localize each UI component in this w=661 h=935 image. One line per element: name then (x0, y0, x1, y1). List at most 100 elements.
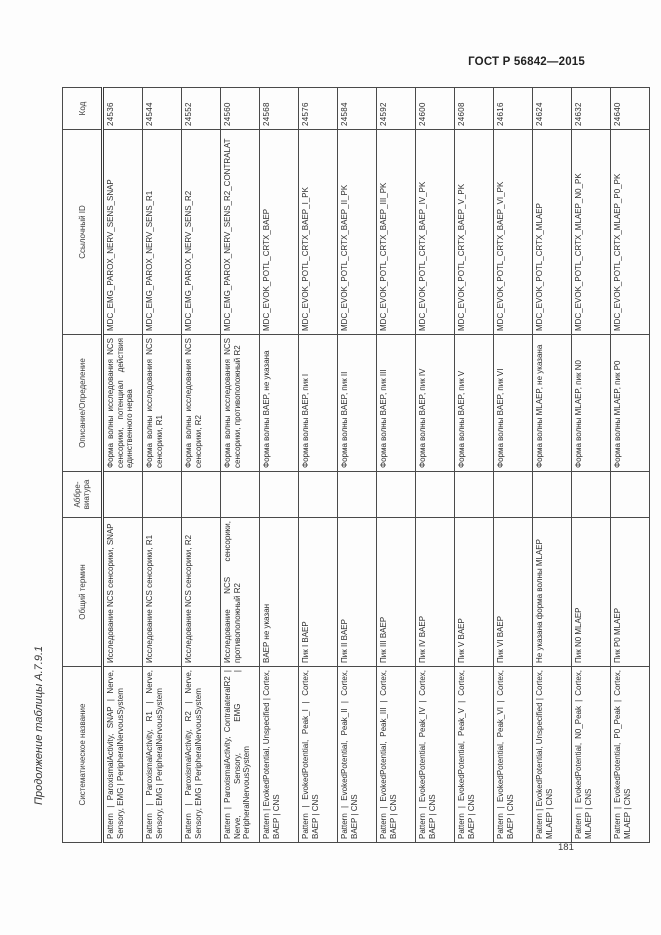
abbreviation-cell (337, 471, 377, 518)
systematic-name-cell: Pattern | EvokedPotential, Peak_III | Co… (376, 666, 416, 843)
standard-reference: ГОСТ Р 56842—2015 (468, 56, 585, 68)
abbreviation-cell (181, 471, 221, 518)
systematic-name-cell: Pattern | EvokedPotential, Peak_V | Cort… (454, 666, 494, 843)
general-term-cell: Пик VI BAEP (493, 517, 533, 667)
general-term-cell: Пик I BAEP (298, 517, 338, 667)
abbreviation-cell (376, 471, 416, 518)
column-header-systematic-name: Систематическое название (62, 666, 103, 843)
table-caption-text: Продолжение таблицы А.7.9.1 (33, 645, 45, 805)
reference-id-cell: MDC_EMG_PAROX_NERV_SENS_SNAP (102, 129, 143, 335)
reference-id-cell: MDC_EVOK_POTL_CRTX_BAEP_V_PK (454, 129, 494, 335)
description-cell: Форма волны BAEP, пик VI (493, 334, 533, 472)
systematic-name-cell: Pattern | EvokedPotential, Unspecified |… (532, 666, 572, 843)
code-cell: 24632 (571, 87, 611, 130)
general-term-cell: Не указана форма волны MLAEP (532, 517, 572, 667)
systematic-name-cell: Pattern | EvokedPotential, Peak_I | Cort… (298, 666, 338, 843)
table-row: Pattern | ParoxismalActivity, R2 | Nerve… (181, 87, 221, 843)
general-term-cell: Исследование NCS сенсорики, R2 (181, 517, 221, 667)
code-cell: 24544 (142, 87, 182, 130)
column-header-code: Код (62, 87, 103, 130)
systematic-name-cell: Pattern | ParoxismalActivity, R2 | Nerve… (181, 666, 221, 843)
general-term-cell: BAEP не указан (259, 517, 299, 667)
table-row: Pattern | EvokedPotential, Peak_III | Co… (376, 87, 416, 843)
reference-id-cell: MDC_EMG_PAROX_NERV_SENS_R2 (181, 129, 221, 335)
code-cell: 24568 (259, 87, 299, 130)
table-row: Pattern | EvokedPotential, P0_Peak | Cor… (610, 87, 650, 843)
code-cell: 24592 (376, 87, 416, 130)
systematic-name-cell: Pattern | EvokedPotential, N0_Peak | Cor… (571, 666, 611, 843)
abbreviation-cell (220, 471, 260, 518)
code-cell: 24608 (454, 87, 494, 130)
general-term-cell: Пик IV BAEP (415, 517, 455, 667)
table-row: Pattern | EvokedPotential, Peak_IV | Cor… (415, 87, 455, 843)
abbreviation-cell (493, 471, 533, 518)
table-row: Pattern | ParoxismalActivity, R1 | Nerve… (142, 87, 182, 843)
description-cell: Форма волны MLAEP, пик N0 (571, 334, 611, 472)
description-cell: Форма волны исследования NCS сенсорики, … (142, 334, 182, 472)
abbreviation-cell (102, 471, 143, 518)
code-cell: 24640 (610, 87, 650, 130)
general-term-cell: Исследование NCS сенсорики, R1 (142, 517, 182, 667)
abbreviation-cell (454, 471, 494, 518)
description-cell: Форма волны BAEP, пик I (298, 334, 338, 472)
code-cell: 24624 (532, 87, 572, 130)
reference-id-cell: MDC_EVOK_POTL_CRTX_BAEP_III_PK (376, 129, 416, 335)
systematic-name-cell: Pattern | ParoxismalActivity, Contralate… (220, 666, 260, 843)
reference-id-cell: MDC_EVOK_POTL_CRTX_BAEP_II_PK (337, 129, 377, 335)
reference-id-cell: MDC_EMG_PAROX_NERV_SENS_R2_CONTRALAT (220, 129, 260, 335)
page-number: 181 (558, 842, 574, 853)
abbreviation-cell (571, 471, 611, 518)
systematic-name-cell: Pattern | EvokedPotential, Unspecified |… (259, 666, 299, 843)
code-cell: 24536 (102, 87, 143, 130)
table-row: Pattern | EvokedPotential, Peak_V | Cort… (454, 87, 494, 843)
reference-id-cell: MDC_EVOK_POTL_CRTX_BAEP_I_PK (298, 129, 338, 335)
general-term-cell: Пик N0 MLAEP (571, 517, 611, 667)
table-row: Pattern | EvokedPotential, Peak_VI | Cor… (493, 87, 533, 843)
description-cell: Форма волны BAEP, не указана (259, 334, 299, 472)
abbreviation-cell (259, 471, 299, 518)
abbreviation-cell (142, 471, 182, 518)
code-cell: 24560 (220, 87, 260, 130)
description-cell: Форма волны BAEP, пик II (337, 334, 377, 472)
table-row: Pattern | ParoxismalActivity, SNAP | Ner… (102, 87, 143, 843)
systematic-name-cell: Pattern | ParoxismalActivity, SNAP | Ner… (102, 666, 143, 843)
systematic-name-cell: Pattern | ParoxismalActivity, R1 | Nerve… (142, 666, 182, 843)
code-cell: 24616 (493, 87, 533, 130)
column-header-general-term: Общий термин (62, 517, 103, 667)
description-cell: Форма волны исследования NCS сенсорики, … (220, 334, 260, 472)
reference-id-cell: MDC_EMG_PAROX_NERV_SENS_R1 (142, 129, 182, 335)
reference-id-cell: MDC_EVOK_POTL_CRTX_BAEP (259, 129, 299, 335)
systematic-name-cell: Pattern | EvokedPotential, Peak_IV | Cor… (415, 666, 455, 843)
reference-id-cell: MDC_EVOK_POTL_CRTX_BAEP_IV_PK (415, 129, 455, 335)
code-cell: 24600 (415, 87, 455, 130)
table-row: Pattern | EvokedPotential, Peak_II | Cor… (337, 87, 377, 843)
code-cell: 24584 (337, 87, 377, 130)
code-cell: 24552 (181, 87, 221, 130)
general-term-cell: Исследование NCS сенсорики, противополож… (220, 517, 260, 667)
general-term-cell: Пик II BAEP (337, 517, 377, 667)
description-cell: Форма волны BAEP, пик V (454, 334, 494, 472)
code-cell: 24576 (298, 87, 338, 130)
description-cell: Форма волны исследования NCS сенсорики, … (181, 334, 221, 472)
general-term-cell: Пик P0 MLAEP (610, 517, 650, 667)
table-row: Pattern | ParoxismalActivity, Contralate… (220, 87, 260, 843)
description-cell: Форма волны исследования NCS сенсорики, … (102, 334, 143, 472)
systematic-name-cell: Pattern | EvokedPotential, Peak_VI | Cor… (493, 666, 533, 843)
general-term-cell: Исследование NCS сенсорики, SNAP (102, 517, 143, 667)
column-header-abbreviation: Аббре-виатура (62, 471, 103, 518)
table-caption: Продолжение таблицы А.7.9.1 (33, 560, 55, 805)
table-row: Pattern | EvokedPotential, Peak_I | Cort… (298, 87, 338, 843)
description-cell: Форма волны MLAEP, не указана (532, 334, 572, 472)
description-cell: Форма волны MLAEP, пик P0 (610, 334, 650, 472)
column-header-description: Описание/Определение (62, 334, 103, 472)
systematic-name-cell: Pattern | EvokedPotential, Peak_II | Cor… (337, 666, 377, 843)
systematic-name-cell: Pattern | EvokedPotential, P0_Peak | Cor… (610, 666, 650, 843)
abbreviation-cell (415, 471, 455, 518)
general-term-cell: Пик III BAEP (376, 517, 416, 667)
rotated-table-container: Систематическое название Общий термин Аб… (62, 87, 650, 843)
abbreviation-cell (298, 471, 338, 518)
description-cell: Форма волны BAEP, пик IV (415, 334, 455, 472)
column-header-reference-id: Ссылочный ID (62, 129, 103, 335)
description-cell: Форма волны BAEP, пик III (376, 334, 416, 472)
